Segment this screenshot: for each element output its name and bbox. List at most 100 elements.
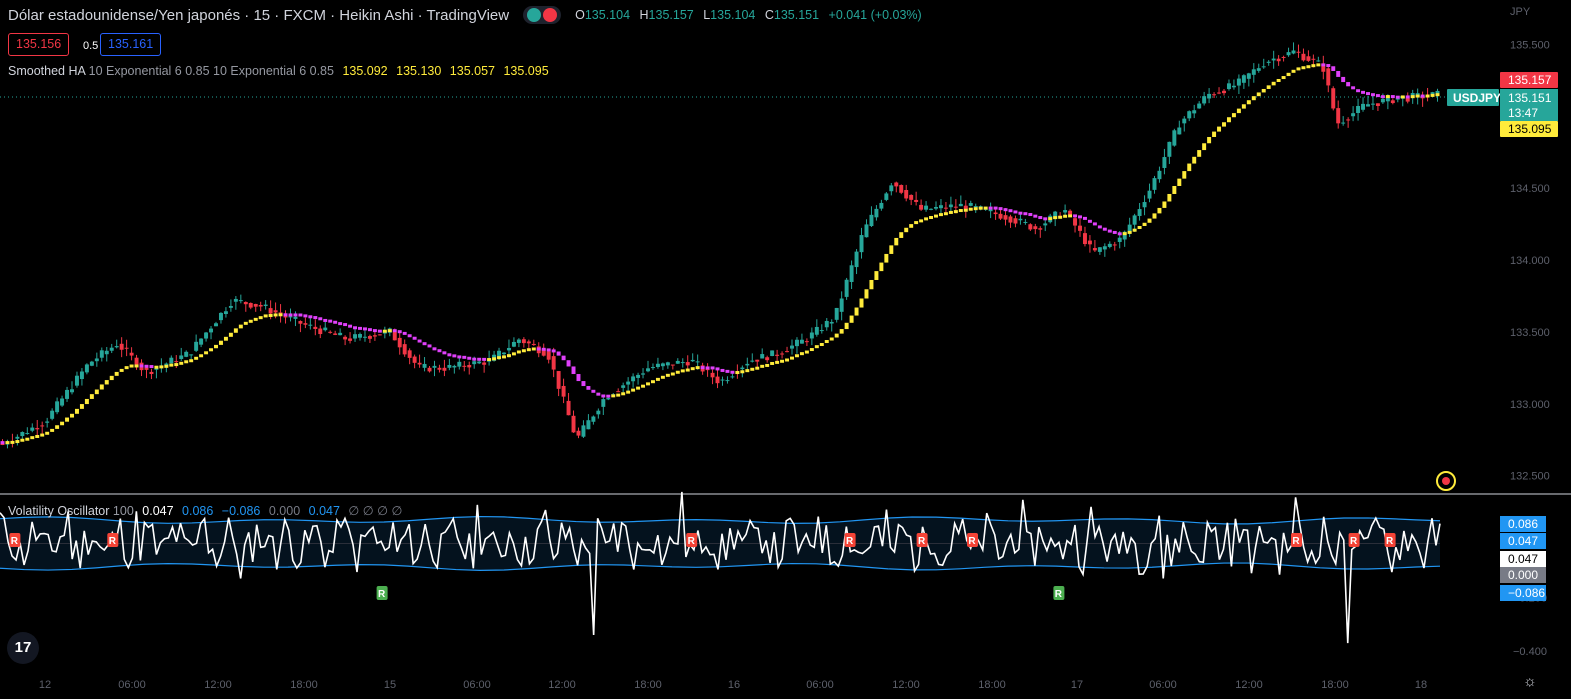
buy-button[interactable]: 135.161 <box>100 33 162 56</box>
candle-body <box>521 339 526 344</box>
candle-body <box>819 330 824 332</box>
candle-body <box>1375 103 1380 106</box>
symbol-title[interactable]: Dólar estadounidense/Yen japonés · 15 · … <box>8 6 510 24</box>
smoothed-ha-bar <box>164 364 169 368</box>
smoothed-ha-bar <box>899 232 904 238</box>
smoothed-ha-bar <box>1018 211 1023 215</box>
smoothed-ha-bar <box>1361 90 1366 94</box>
candle-body <box>695 361 700 363</box>
candle-body <box>248 302 253 308</box>
candle-body <box>650 367 655 369</box>
smoothed-ha-bar <box>804 350 809 354</box>
smoothed-ha-bar <box>909 224 914 228</box>
smoothed-ha-bar <box>616 393 621 397</box>
smoothed-ha-bar <box>492 357 497 361</box>
smoothed-ha-bar <box>1400 95 1405 99</box>
ohlc-high-key: H <box>639 8 649 22</box>
candle-body <box>1276 58 1281 62</box>
candle-body <box>60 398 65 406</box>
candle-body <box>303 323 308 325</box>
smoothed-ha-bar <box>1261 88 1266 93</box>
smooth-price-label-box <box>1500 121 1558 137</box>
candle-body <box>1370 103 1375 105</box>
candle-body <box>209 328 214 333</box>
oscillator-legend[interactable]: Volatility Oscillator 100 0.047 0.086 −0… <box>8 503 402 518</box>
smoothed-ha-bar <box>685 368 690 372</box>
candle-body <box>109 347 114 351</box>
candle-body <box>929 208 934 210</box>
smoothed-ha-bar <box>30 436 35 440</box>
candle-body <box>55 401 60 413</box>
candle-body <box>760 354 765 359</box>
ohlc-open-key: O <box>575 8 585 22</box>
time-tick-label: 18:00 <box>634 679 662 691</box>
smoothed-ha-bar <box>40 433 45 437</box>
candle-body <box>194 341 199 351</box>
market-status[interactable] <box>523 6 562 24</box>
smoothed-ha-bar <box>700 366 705 370</box>
oscillator-lower-band <box>0 562 1441 571</box>
candle-body <box>1346 119 1351 121</box>
smoothed-ha-bar <box>134 364 139 368</box>
candle-body <box>854 251 859 268</box>
candle-body <box>313 326 318 330</box>
ohlc-high: 135.157 <box>648 8 694 22</box>
smoothed-ha-bar <box>1132 228 1137 232</box>
candle-body <box>561 385 566 397</box>
settings-icon[interactable]: ☼ <box>1523 673 1537 690</box>
sell-button[interactable]: 135.156 <box>8 33 70 56</box>
candle-body <box>1137 209 1142 216</box>
candle-body <box>566 400 571 416</box>
smoothed-ha-bar <box>263 314 268 318</box>
smoothed-ha-bar <box>477 357 482 361</box>
smoothed-ha-bar <box>35 434 40 438</box>
price-tick-label: 133.000 <box>1510 399 1550 411</box>
smoothed-ha-bar <box>924 217 929 221</box>
smoothed-ha-bar <box>1331 66 1336 71</box>
smoothed-ha-bar <box>963 208 968 212</box>
smoothed-ha-bar <box>487 358 492 362</box>
candle-body <box>839 298 844 312</box>
candle-body <box>591 416 596 422</box>
smoothed-ha-bar <box>1137 225 1142 229</box>
smoothed-ha-bar <box>988 206 993 210</box>
candle-body <box>174 361 179 363</box>
smoothed-ha-bar <box>10 440 15 444</box>
candle-body <box>1306 56 1311 61</box>
candle-body <box>1117 237 1122 242</box>
oscillator-name: Volatility Oscillator <box>8 504 110 518</box>
candle-body <box>298 321 303 324</box>
candle-body <box>809 332 814 339</box>
smoothed-ha-bar <box>333 320 338 324</box>
tradingview-logo[interactable]: 17 <box>7 632 39 664</box>
currency-label[interactable]: JPY <box>1510 6 1531 18</box>
candle-body <box>675 360 680 364</box>
reversal-marker <box>1384 533 1396 547</box>
candle-body <box>690 359 695 362</box>
smoothed-ha-bar <box>755 366 760 370</box>
smoothed-ha-bar <box>948 210 953 214</box>
candle-body <box>775 354 780 356</box>
smoothed-ha-bar <box>993 206 998 210</box>
candle-body <box>710 372 715 378</box>
smoothed-ha-bar <box>929 216 934 220</box>
candle-body <box>1132 215 1137 225</box>
candle-body <box>993 212 998 215</box>
smoothed-ha-bar <box>1291 69 1296 73</box>
candle-body <box>362 336 367 338</box>
smoothed-ha-bar <box>377 329 382 333</box>
smoothed-ha-bar <box>1370 93 1375 97</box>
smoothed-ha-bar <box>1107 229 1112 233</box>
smoothed-ha-bar <box>1187 163 1192 172</box>
smoothed-ha-bar <box>248 319 253 323</box>
smoothed-ha-bar <box>854 307 859 316</box>
reversal-marker-label: R <box>688 536 696 547</box>
smoothed-ha-bar <box>313 316 318 320</box>
smoothed-ha-bar <box>94 389 99 395</box>
candle-body <box>1152 178 1157 190</box>
smoothed-ha-bar <box>631 388 636 392</box>
smoothed-ha-bar <box>819 343 824 347</box>
candle-body <box>348 338 353 341</box>
indicator-legend[interactable]: Smoothed HA 10 Exponential 6 0.85 10 Exp… <box>8 64 549 78</box>
